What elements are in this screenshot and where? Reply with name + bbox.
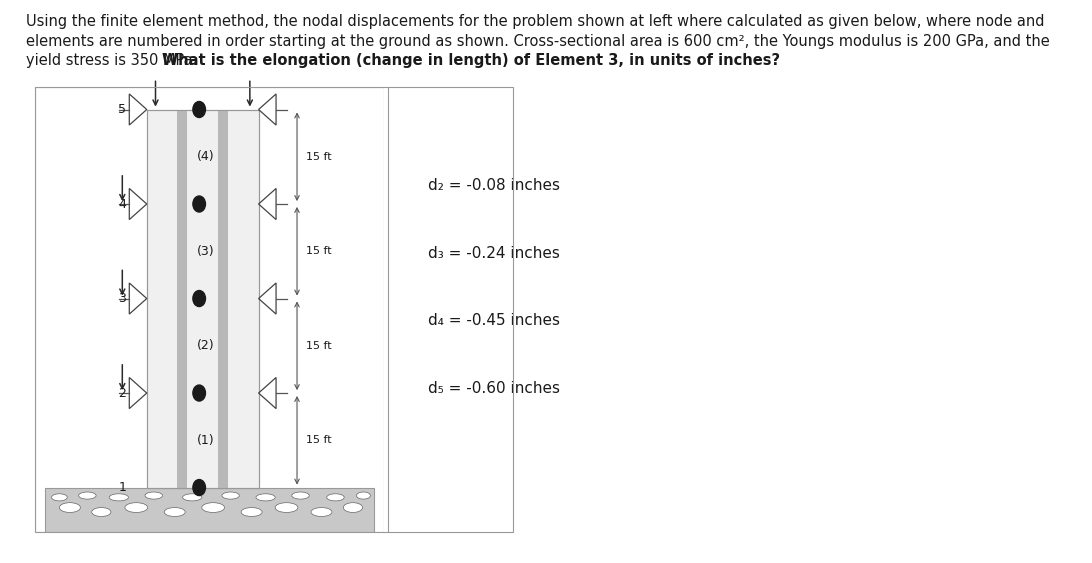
Ellipse shape	[222, 492, 239, 499]
Text: What is the elongation (change in length) of Element 3, in units of inches?: What is the elongation (change in length…	[162, 53, 780, 69]
Text: d₅ = -0.60 inches: d₅ = -0.60 inches	[428, 381, 560, 396]
Ellipse shape	[164, 508, 186, 516]
Bar	[146, 109, 259, 488]
Ellipse shape	[327, 494, 344, 501]
Bar	[146, 109, 259, 488]
Ellipse shape	[292, 492, 309, 499]
Text: d₄ = -0.45 inches: d₄ = -0.45 inches	[428, 314, 560, 328]
Text: 1: 1	[118, 481, 127, 494]
Text: d₃ = -0.24 inches: d₃ = -0.24 inches	[428, 246, 560, 261]
Ellipse shape	[202, 503, 225, 512]
Ellipse shape	[311, 508, 332, 516]
Ellipse shape	[51, 494, 68, 501]
Text: 5: 5	[118, 103, 127, 116]
Bar	[46, 488, 373, 532]
Text: d₂ = -0.08 inches: d₂ = -0.08 inches	[428, 178, 560, 193]
Text: (4): (4)	[198, 150, 215, 163]
Text: Using the finite element method, the nodal displacements for the problem shown a: Using the finite element method, the nod…	[26, 14, 1045, 29]
Text: 15 ft: 15 ft	[306, 246, 331, 256]
Bar	[218, 109, 228, 488]
Circle shape	[193, 101, 205, 118]
Ellipse shape	[59, 503, 81, 512]
Text: 3: 3	[118, 292, 127, 305]
Circle shape	[193, 291, 205, 306]
Circle shape	[193, 385, 205, 401]
Ellipse shape	[109, 494, 129, 501]
Text: yield stress is 350 MPa.: yield stress is 350 MPa.	[26, 53, 202, 69]
Text: (1): (1)	[198, 434, 215, 447]
Ellipse shape	[343, 503, 363, 512]
Text: 2: 2	[118, 387, 127, 400]
Circle shape	[193, 196, 205, 212]
Ellipse shape	[256, 494, 275, 501]
Ellipse shape	[92, 508, 111, 516]
Ellipse shape	[182, 494, 202, 501]
Ellipse shape	[145, 492, 163, 499]
Ellipse shape	[79, 492, 96, 499]
Ellipse shape	[275, 503, 298, 512]
Ellipse shape	[241, 508, 262, 516]
Text: (2): (2)	[198, 339, 215, 352]
Circle shape	[193, 480, 205, 495]
Text: 4: 4	[118, 198, 127, 211]
Bar	[177, 109, 187, 488]
Ellipse shape	[124, 503, 147, 512]
Text: elements are numbered in order starting at the ground as shown. Cross-sectional : elements are numbered in order starting …	[26, 34, 1049, 49]
Ellipse shape	[356, 492, 370, 499]
Text: 15 ft: 15 ft	[306, 435, 331, 445]
Text: 15 ft: 15 ft	[306, 152, 331, 162]
Text: 15 ft: 15 ft	[306, 341, 331, 351]
Text: (3): (3)	[198, 245, 215, 258]
